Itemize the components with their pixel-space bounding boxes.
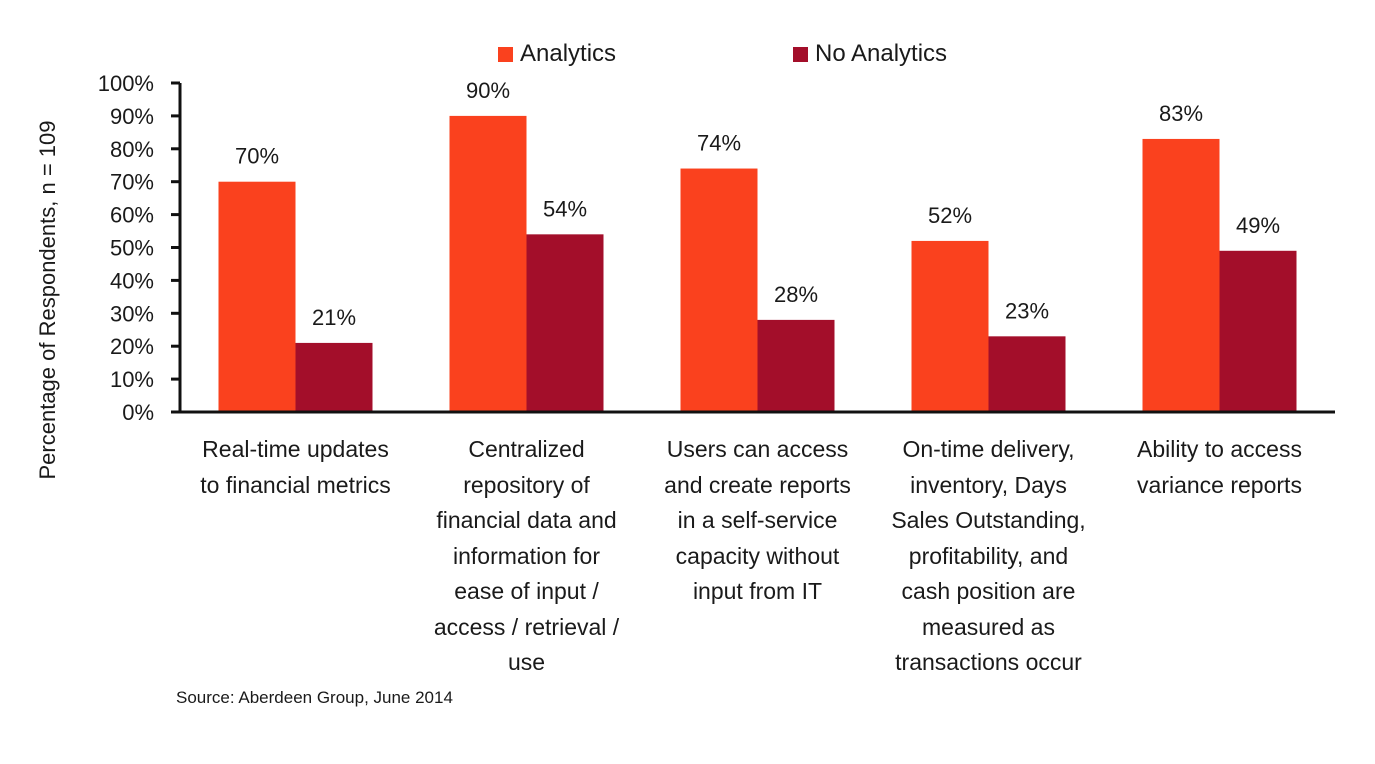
y-tick-label: 0% <box>122 400 154 425</box>
data-label: 90% <box>466 78 510 103</box>
data-label: 21% <box>312 305 356 330</box>
bars <box>218 115 1297 413</box>
x-tick-label: Ability to access variance reports <box>1137 436 1302 498</box>
bar-no-analytics <box>526 234 604 412</box>
y-tick-label: 100% <box>98 71 154 96</box>
legend-label: Analytics <box>520 40 617 67</box>
y-tick-label: 20% <box>110 334 154 359</box>
legend-item-analytics: Analytics <box>498 40 616 68</box>
data-label: 83% <box>1159 101 1203 126</box>
bar-no-analytics <box>988 336 1066 412</box>
data-label: 70% <box>235 144 279 169</box>
x-tick-label: Centralized repository of financial data… <box>433 436 620 675</box>
bar-analytics <box>449 115 527 413</box>
data-label: 28% <box>774 282 818 307</box>
bar-analytics <box>911 240 989 412</box>
data-label: 54% <box>543 196 587 221</box>
bar-no-analytics <box>757 319 835 412</box>
source-note: Source: Aberdeen Group, June 2014 <box>176 688 453 707</box>
bar-analytics <box>1142 138 1220 412</box>
bar-analytics <box>680 168 758 412</box>
y-axis: 0% 10% 20% 30% 40% 50% 60% 70% 80% 90% 100% <box>98 71 180 425</box>
y-tick-label: 90% <box>110 104 154 129</box>
data-label: 23% <box>1005 298 1049 323</box>
x-tick-label: Users can access and create reports in a… <box>664 436 851 604</box>
y-tick-label: 10% <box>110 367 154 392</box>
legend-swatch-analytics <box>498 46 513 62</box>
x-tick-label: On-time delivery, inventory, Days Sales … <box>891 436 1086 675</box>
data-label: 74% <box>697 131 741 156</box>
y-tick-label: 30% <box>110 301 154 326</box>
legend-swatch-no-analytics <box>793 46 808 62</box>
data-label: 49% <box>1236 213 1280 238</box>
legend: Analytics No Analytics <box>0 40 1375 70</box>
bar-no-analytics <box>1219 250 1297 412</box>
legend-item-no-analytics: No Analytics <box>793 40 947 68</box>
legend-label: No Analytics <box>815 40 948 67</box>
y-tick-label: 80% <box>110 137 154 162</box>
y-tick-label: 40% <box>110 268 154 293</box>
y-tick-label: 70% <box>110 170 154 195</box>
x-tick-label: Real-time updates to financial metrics <box>200 436 391 498</box>
y-tick-label: 50% <box>110 236 154 261</box>
bar-analytics <box>218 181 296 412</box>
y-axis-title: Percentage of Respondents, n = 109 <box>35 120 60 480</box>
bar-no-analytics <box>295 342 373 412</box>
data-labels: 70% 21% 90% 54% 74% 28% 52% 23% 83% 49% <box>235 78 1280 330</box>
data-label: 52% <box>928 203 972 228</box>
y-tick-label: 60% <box>110 203 154 228</box>
